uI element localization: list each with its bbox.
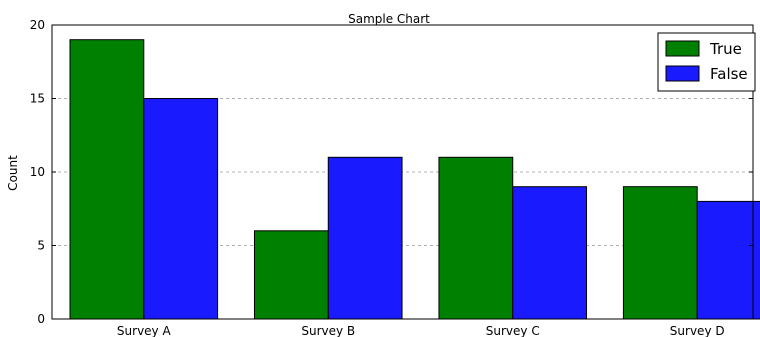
bars xyxy=(69,39,760,320)
y-tick-label: 15 xyxy=(30,92,45,106)
x-tick-label: Survey A xyxy=(117,324,172,337)
chart-title: Sample Chart xyxy=(348,12,430,26)
bar-false-3 xyxy=(512,186,588,320)
legend-swatch-true xyxy=(665,40,700,57)
y-axis-title: Count xyxy=(6,155,20,191)
legend-label-true: True xyxy=(709,40,742,58)
bar-false-1 xyxy=(143,98,219,320)
legend: True False xyxy=(657,32,756,92)
x-tick-label: Survey B xyxy=(301,324,355,337)
x-axis: Survey A Survey B Survey C Survey D xyxy=(117,315,725,337)
bar-false-2 xyxy=(327,156,403,320)
x-tick-label: Survey D xyxy=(670,324,725,337)
bar-true-2 xyxy=(253,230,329,320)
bar-true-4 xyxy=(622,186,698,320)
y-tick-label: 10 xyxy=(30,165,45,179)
legend-label-false: False xyxy=(710,65,748,83)
bar-false-4 xyxy=(696,200,760,320)
bar-true-1 xyxy=(69,39,145,320)
y-tick-label: 20 xyxy=(30,18,45,32)
x-tick-label: Survey C xyxy=(486,324,540,337)
legend-swatch-false xyxy=(665,65,700,82)
y-axis: 0 5 10 15 20 xyxy=(30,18,753,326)
y-tick-label: 5 xyxy=(37,239,45,253)
y-tick-label: 0 xyxy=(37,312,45,326)
bar-true-3 xyxy=(438,156,514,320)
